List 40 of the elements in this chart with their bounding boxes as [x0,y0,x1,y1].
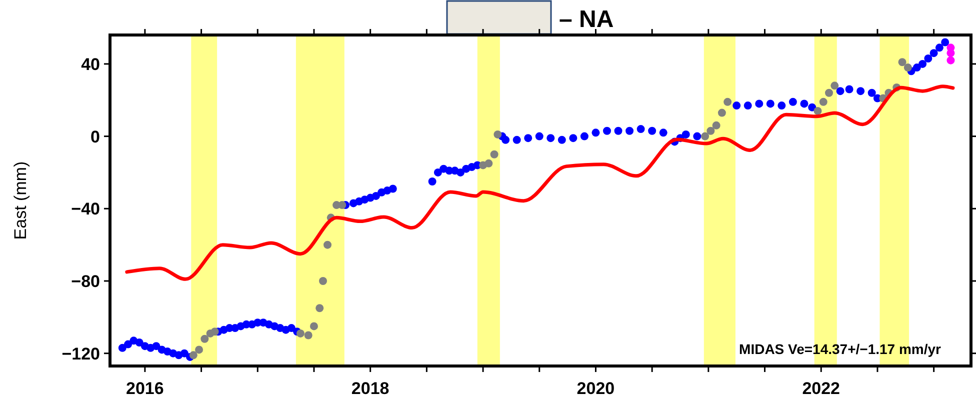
point [718,108,726,117]
y-axis-title: East (mm) [11,161,30,240]
point [296,329,304,338]
y-tick-label: −40 [71,200,100,219]
point [946,56,955,64]
point [946,49,955,58]
x-tick-label: 2018 [351,379,390,398]
x-tick-label: 2020 [576,379,615,398]
point [712,121,720,130]
point [706,126,715,135]
x-tick-label: 2022 [802,379,840,398]
point [316,304,324,312]
point [189,351,198,360]
point [484,159,493,168]
chart-title: – NA [559,6,614,33]
point [830,82,839,90]
point [724,98,732,106]
point [701,132,710,140]
y-tick-label: 40 [81,54,100,74]
line-series [125,84,955,281]
point [490,150,498,158]
point [200,334,209,343]
point [819,98,828,106]
point [310,322,318,330]
annotation: MIDAS Ve=14.37+/−1.17 mm/yr [739,341,942,357]
point [304,331,312,340]
y-tick-label: −80 [71,272,100,291]
point [338,201,346,210]
y-tick-label: −120 [62,344,100,364]
point [494,130,502,138]
point [898,58,906,66]
point [324,240,332,249]
point [825,88,834,97]
point [318,276,327,285]
point [210,328,219,336]
x-tick-label: 2016 [126,379,164,398]
point [195,346,204,354]
y-tick-label: 0 [90,127,100,146]
point [814,106,822,115]
point [904,64,912,72]
